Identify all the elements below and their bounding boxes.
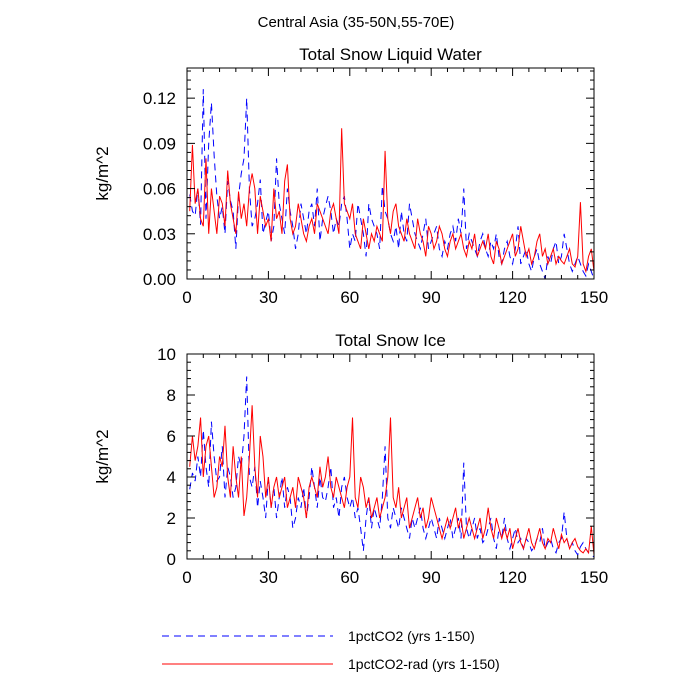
y-tick-label: 0.03	[143, 225, 176, 244]
x-tick-label: 150	[580, 568, 608, 587]
x-tick-label: 90	[422, 568, 441, 587]
y-tick-label: 8	[167, 386, 176, 405]
x-tick-label: 120	[498, 288, 526, 307]
x-tick-label: 90	[422, 288, 441, 307]
plot-frame	[186, 67, 595, 280]
x-tick-label: 60	[340, 568, 359, 587]
y-axis-label: kg/m^2	[93, 146, 112, 200]
y-tick-label: 2	[167, 509, 176, 528]
x-tick-label: 60	[340, 288, 359, 307]
legend-label: 1pctCO2-rad (yrs 1-150)	[348, 656, 500, 672]
figure-title: Central Asia (35-50N,55-70E)	[258, 14, 455, 31]
x-tick-label: 120	[498, 568, 526, 587]
y-tick-label: 0	[167, 550, 176, 569]
x-tick-label: 30	[259, 568, 278, 587]
chart-legend: 1pctCO2 (yrs 1-150) 1pctCO2-rad (yrs 1-15…	[162, 628, 500, 672]
x-tick-label: 0	[182, 568, 191, 587]
x-tick-label: 150	[580, 288, 608, 307]
series-line-1	[189, 376, 594, 558]
panel-1: 0 30 60 90 120 150 0.00 0.03 0.06 0.09 0.12 Total S…	[93, 45, 608, 307]
series-line-2	[189, 128, 594, 274]
panel-2: 0 30 60 90 120 150 0 2 4 6 8 10 Total Snow Ice kg/m^2	[93, 331, 608, 587]
series-line-1	[189, 89, 594, 279]
panel-title: Total Snow Ice	[335, 331, 446, 350]
y-tick-label: 4	[167, 468, 176, 487]
x-tick-label: 30	[259, 288, 278, 307]
panel-title: Total Snow Liquid Water	[299, 45, 482, 64]
y-axis-label: kg/m^2	[93, 429, 112, 483]
series-line-2	[189, 405, 594, 555]
y-tick-label: 10	[157, 345, 176, 364]
y-tick-label: 6	[167, 427, 176, 446]
x-tick-label: 0	[182, 288, 191, 307]
y-tick-label: 0.06	[143, 180, 176, 199]
plot-frame	[186, 353, 595, 560]
y-tick-label: 0.12	[143, 89, 176, 108]
y-tick-label: 0.09	[143, 134, 176, 153]
legend-label: 1pctCO2 (yrs 1-150)	[348, 628, 475, 644]
y-tick-label: 0.00	[143, 270, 176, 289]
